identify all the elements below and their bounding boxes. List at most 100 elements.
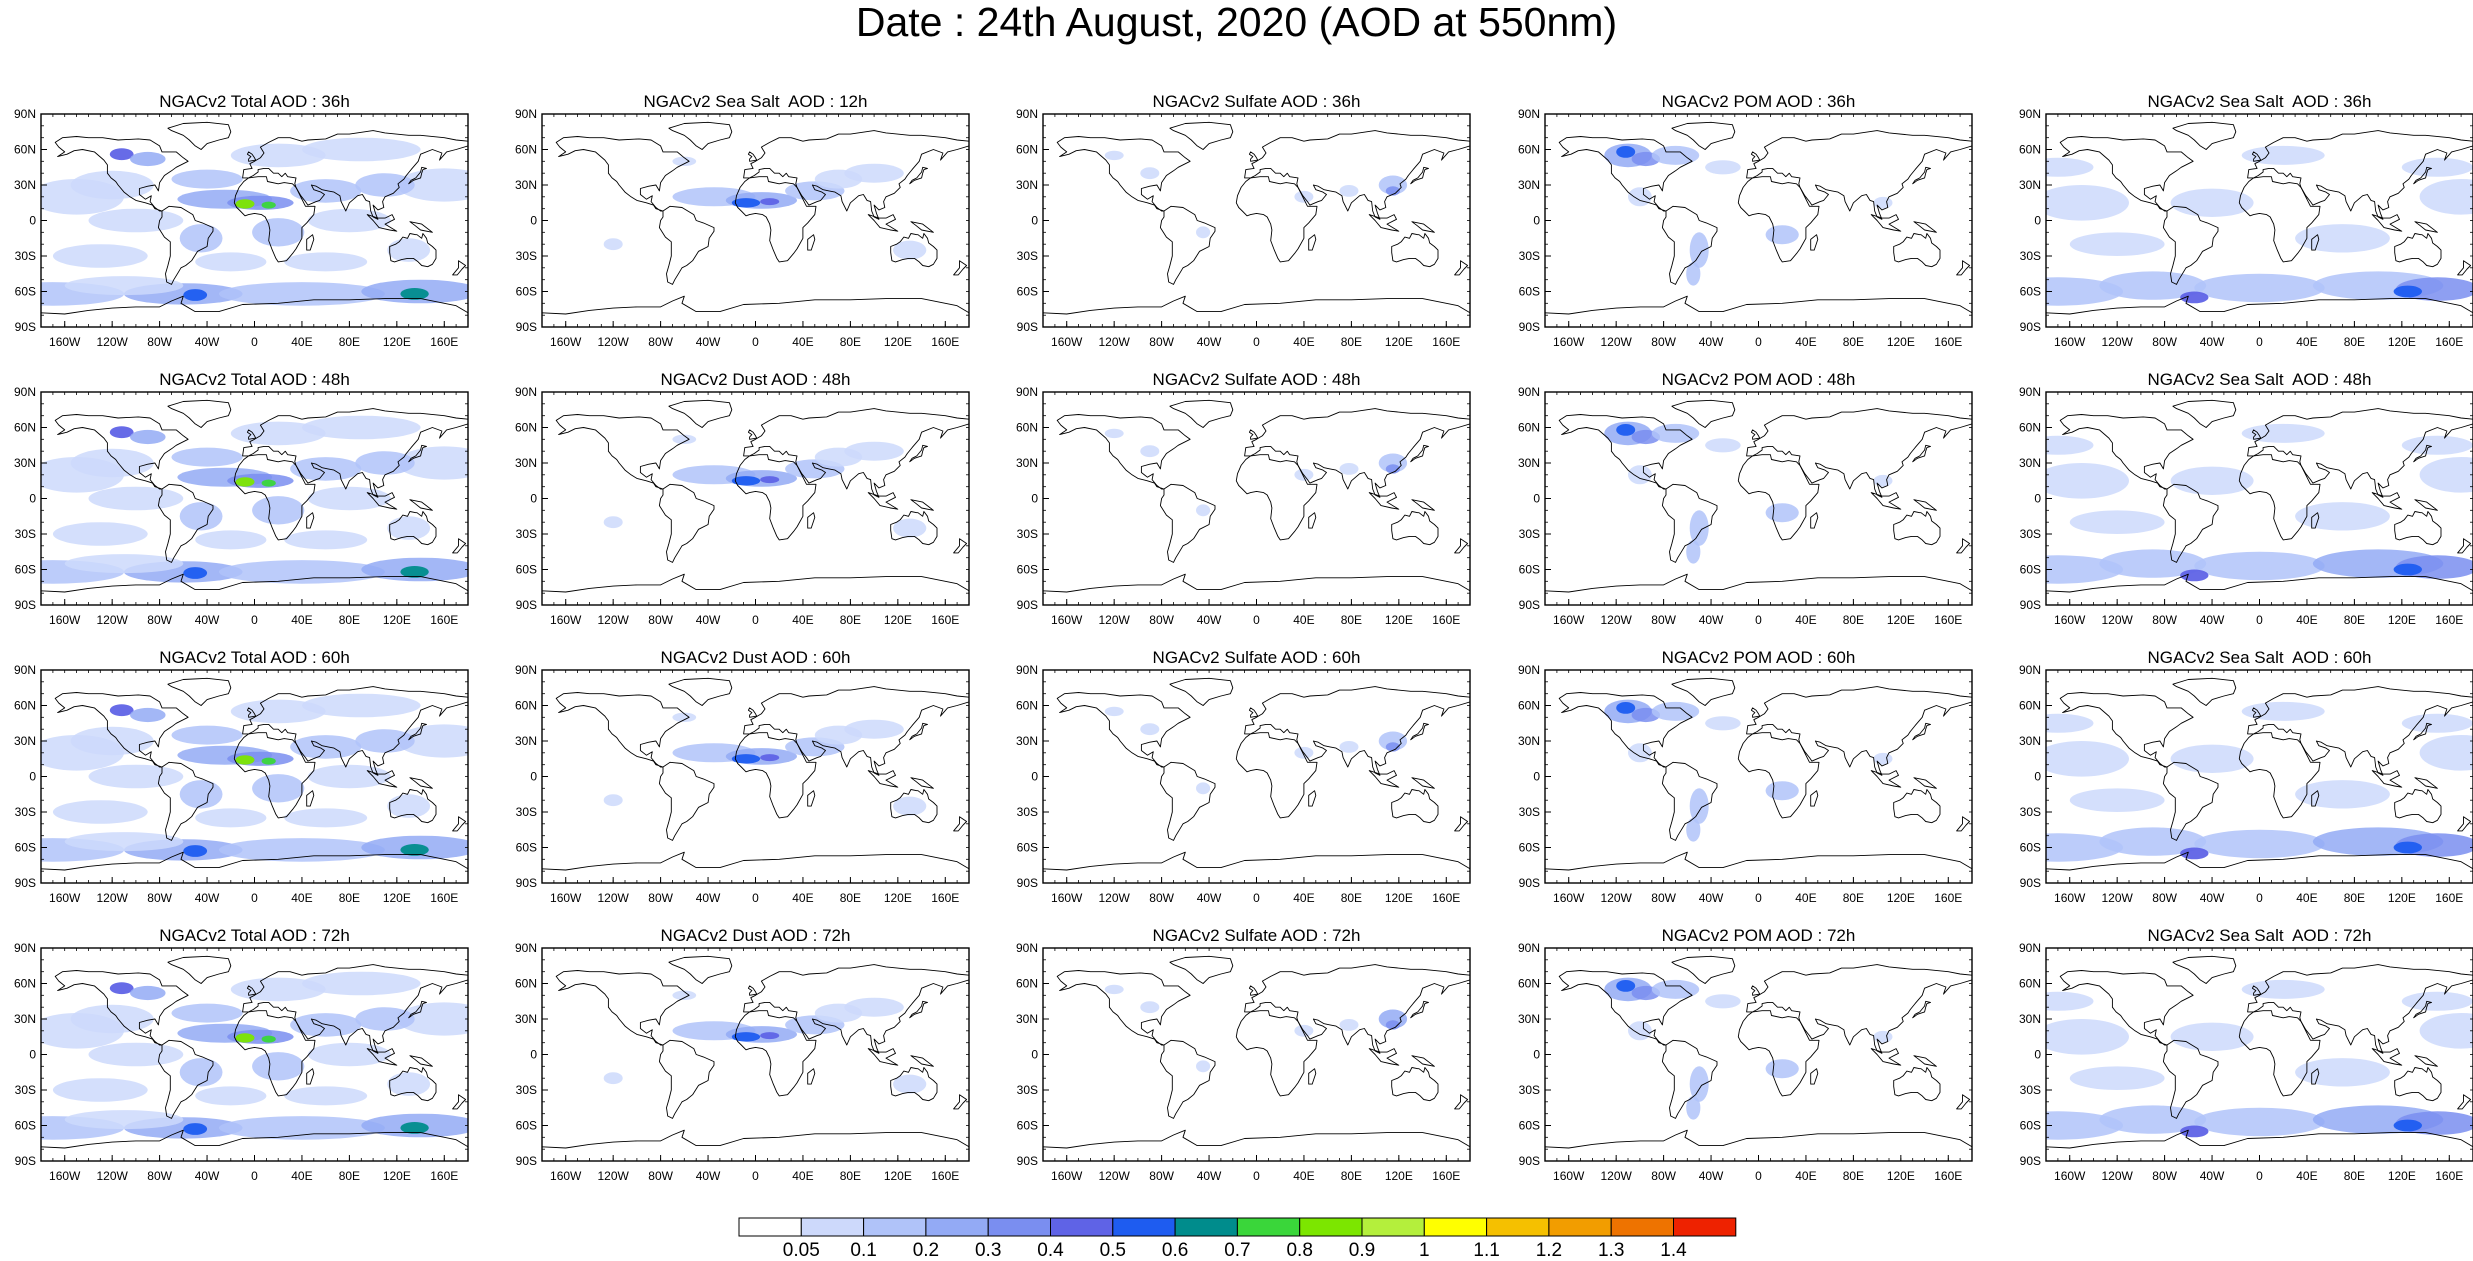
lat-tick-label: 60S: [1519, 563, 1540, 577]
lat-tick-label: 30N: [1518, 734, 1540, 748]
north-america-coastline: [555, 692, 690, 768]
aod-plume: [252, 218, 305, 247]
uk-coastline: [747, 707, 758, 718]
lon-tick-label: 80W: [147, 891, 172, 905]
aod-plume: [844, 997, 904, 1017]
colorbar-swatch: [1236, 1217, 1301, 1237]
colorbar-swatch: [1548, 1217, 1612, 1237]
lat-tick-label: 90N: [2019, 385, 2041, 399]
new-guinea-coastline: [409, 221, 433, 233]
lon-tick-label: 160W: [1051, 613, 1083, 627]
world-map: 90N 60N 30N 0 30S 60S 90S 160W 120W 80W 40W 0 40E 80E…: [1518, 663, 1973, 905]
aod-plume: [252, 774, 305, 803]
greenland-coastline: [1671, 677, 1736, 706]
lat-tick-label: 60S: [15, 1119, 36, 1133]
north-america-coastline: [555, 414, 690, 490]
new-guinea-coastline: [1913, 777, 1937, 789]
lon-tick-label: 80W: [1149, 613, 1174, 627]
lat-tick-label: 30S: [2020, 805, 2041, 819]
lat-tick-label: 60N: [1518, 421, 1540, 435]
map-panel: NGACv2 Sulfate AOD : 72h 90N 60N 30N 0 30S 60S…: [1002, 926, 1502, 1192]
madagascar-coastline: [1308, 512, 1317, 529]
lon-tick-label: 0: [251, 613, 258, 627]
antarctica-coastline: [41, 573, 468, 605]
lat-tick-label: 30S: [516, 249, 537, 263]
africa-coastline: [2238, 454, 2321, 541]
aod-plume: [893, 1074, 927, 1094]
lon-tick-label: 120W: [597, 335, 629, 349]
aod-plume: [235, 755, 255, 765]
uk-coastline: [1248, 429, 1259, 440]
north-america-coastline: [1056, 136, 1191, 212]
lon-tick-label: 40E: [792, 1169, 813, 1183]
ocean-background: [1043, 114, 1470, 327]
world-map: 90N 60N 30N 0 30S 60S 90S 160W 120W 80W 40W 0 40E 80E…: [14, 941, 469, 1183]
aod-plume: [1385, 742, 1400, 752]
lon-tick-label: 80E: [1843, 613, 1864, 627]
new-guinea-coastline: [2414, 777, 2438, 789]
aod-plume: [893, 240, 927, 260]
aod-plume: [88, 208, 184, 233]
lon-tick-label: 160E: [1432, 613, 1460, 627]
greenland-coastline: [668, 955, 733, 984]
aod-plume: [261, 757, 276, 765]
lat-tick-label: 90N: [1016, 941, 1038, 955]
lon-tick-label: 80W: [2152, 891, 2177, 905]
colorbar-swatch: [1361, 1217, 1425, 1237]
lat-tick-label: 30N: [2019, 1012, 2041, 1026]
madagascar-coastline: [306, 1068, 315, 1085]
lon-tick-label: 0: [2256, 335, 2263, 349]
lat-tick-label: 90S: [15, 876, 36, 890]
map-panel: NGACv2 POM AOD : 72h 90N 60N 30N 0 30S 60S 90S 1…: [1504, 926, 2004, 1192]
japan-coastline: [408, 166, 427, 185]
new-zealand-coastline: [2457, 260, 2472, 276]
eurasia-coastline: [743, 408, 969, 498]
map-panel: NGACv2 Sea Salt AOD : 60h 90N 60N 30N 0 30S 60…: [2005, 648, 2473, 914]
antarctica-coastline: [2046, 573, 2473, 605]
lon-tick-label: 160E: [2435, 613, 2463, 627]
lon-tick-label: 40W: [1197, 891, 1222, 905]
lon-tick-label: 80E: [840, 613, 861, 627]
lon-tick-label: 80W: [1149, 1169, 1174, 1183]
panel-title: NGACv2 POM AOD : 36h: [1661, 92, 1856, 111]
map-panel: NGACv2 Dust AOD : 48h 90N 60N 30N 0 30S 60S 90S…: [501, 370, 1001, 636]
antarctica-coastline: [1545, 295, 1972, 327]
panel-title: NGACv2 Dust AOD : 72h: [660, 926, 851, 945]
lat-tick-label: 30N: [1518, 1012, 1540, 1026]
new-zealand-coastline: [452, 1094, 467, 1110]
uk-coastline: [2251, 429, 2262, 440]
aod-plume: [2046, 991, 2094, 1011]
lat-tick-label: 30N: [2019, 178, 2041, 192]
aod-plume: [2393, 841, 2422, 854]
australia-coastline: [1391, 789, 1439, 824]
greenland-coastline: [2172, 955, 2237, 984]
lon-tick-label: 120W: [597, 1169, 629, 1183]
new-zealand-coastline: [953, 260, 968, 276]
lon-tick-label: 120W: [2101, 335, 2133, 349]
lat-tick-label: 30S: [1519, 249, 1540, 263]
aod-plume: [2295, 1058, 2390, 1087]
new-guinea-coastline: [409, 1055, 433, 1067]
lat-tick-label: 30N: [1016, 178, 1038, 192]
madagascar-coastline: [306, 234, 315, 251]
japan-coastline: [1912, 1000, 1931, 1019]
aod-plume: [760, 754, 780, 762]
lat-tick-label: 60S: [15, 285, 36, 299]
greenland-coastline: [1671, 399, 1736, 428]
aod-plume: [396, 446, 468, 480]
lon-tick-label: 80W: [648, 1169, 673, 1183]
new-guinea-coastline: [409, 499, 433, 511]
map-panel: NGACv2 POM AOD : 60h 90N 60N 30N 0 30S 60S 90S 1…: [1504, 648, 2004, 914]
lat-tick-label: 0: [530, 770, 537, 784]
lon-tick-label: 80E: [2344, 613, 2365, 627]
colorbar-swatch: [1050, 1217, 1114, 1237]
lon-tick-label: 0: [251, 1169, 258, 1183]
colorbar-label: 0.5: [1100, 1240, 1126, 1261]
japan-coastline: [909, 722, 928, 741]
lat-tick-label: 60N: [2019, 699, 2041, 713]
lat-tick-label: 30N: [14, 734, 36, 748]
lat-tick-label: 60N: [515, 143, 537, 157]
aod-plume: [355, 1007, 415, 1031]
lon-tick-label: 40W: [195, 1169, 220, 1183]
aod-plume: [235, 1033, 255, 1043]
